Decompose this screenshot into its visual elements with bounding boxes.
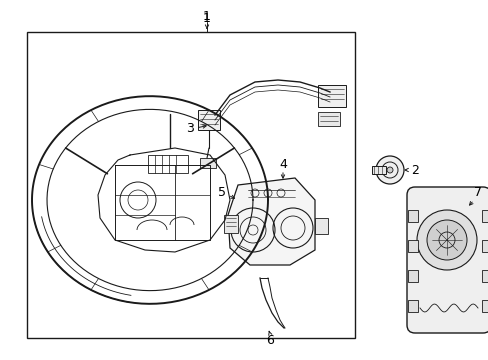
Bar: [407, 270, 417, 282]
Circle shape: [386, 167, 392, 173]
Text: 4: 4: [279, 158, 286, 171]
Circle shape: [416, 210, 476, 270]
Bar: [314, 218, 327, 234]
Bar: [371, 166, 385, 174]
Bar: [481, 240, 488, 252]
Text: 5: 5: [218, 185, 225, 198]
FancyBboxPatch shape: [406, 187, 488, 333]
Text: 1: 1: [203, 12, 210, 24]
Circle shape: [375, 156, 403, 184]
Bar: [224, 215, 238, 233]
Bar: [481, 300, 488, 312]
Bar: [200, 158, 216, 168]
Bar: [481, 270, 488, 282]
Bar: [407, 210, 417, 222]
Bar: [317, 112, 339, 126]
Bar: [27, 32, 354, 338]
Circle shape: [426, 220, 466, 260]
Text: 6: 6: [265, 333, 273, 346]
Text: 1: 1: [203, 9, 210, 23]
Bar: [317, 85, 346, 107]
Bar: [148, 155, 187, 173]
Bar: [481, 210, 488, 222]
Bar: [198, 110, 220, 130]
Bar: [407, 240, 417, 252]
Polygon shape: [227, 178, 314, 265]
Bar: [407, 300, 417, 312]
Text: 2: 2: [410, 163, 418, 176]
Text: 3: 3: [185, 122, 194, 135]
Text: 7: 7: [473, 185, 481, 198]
